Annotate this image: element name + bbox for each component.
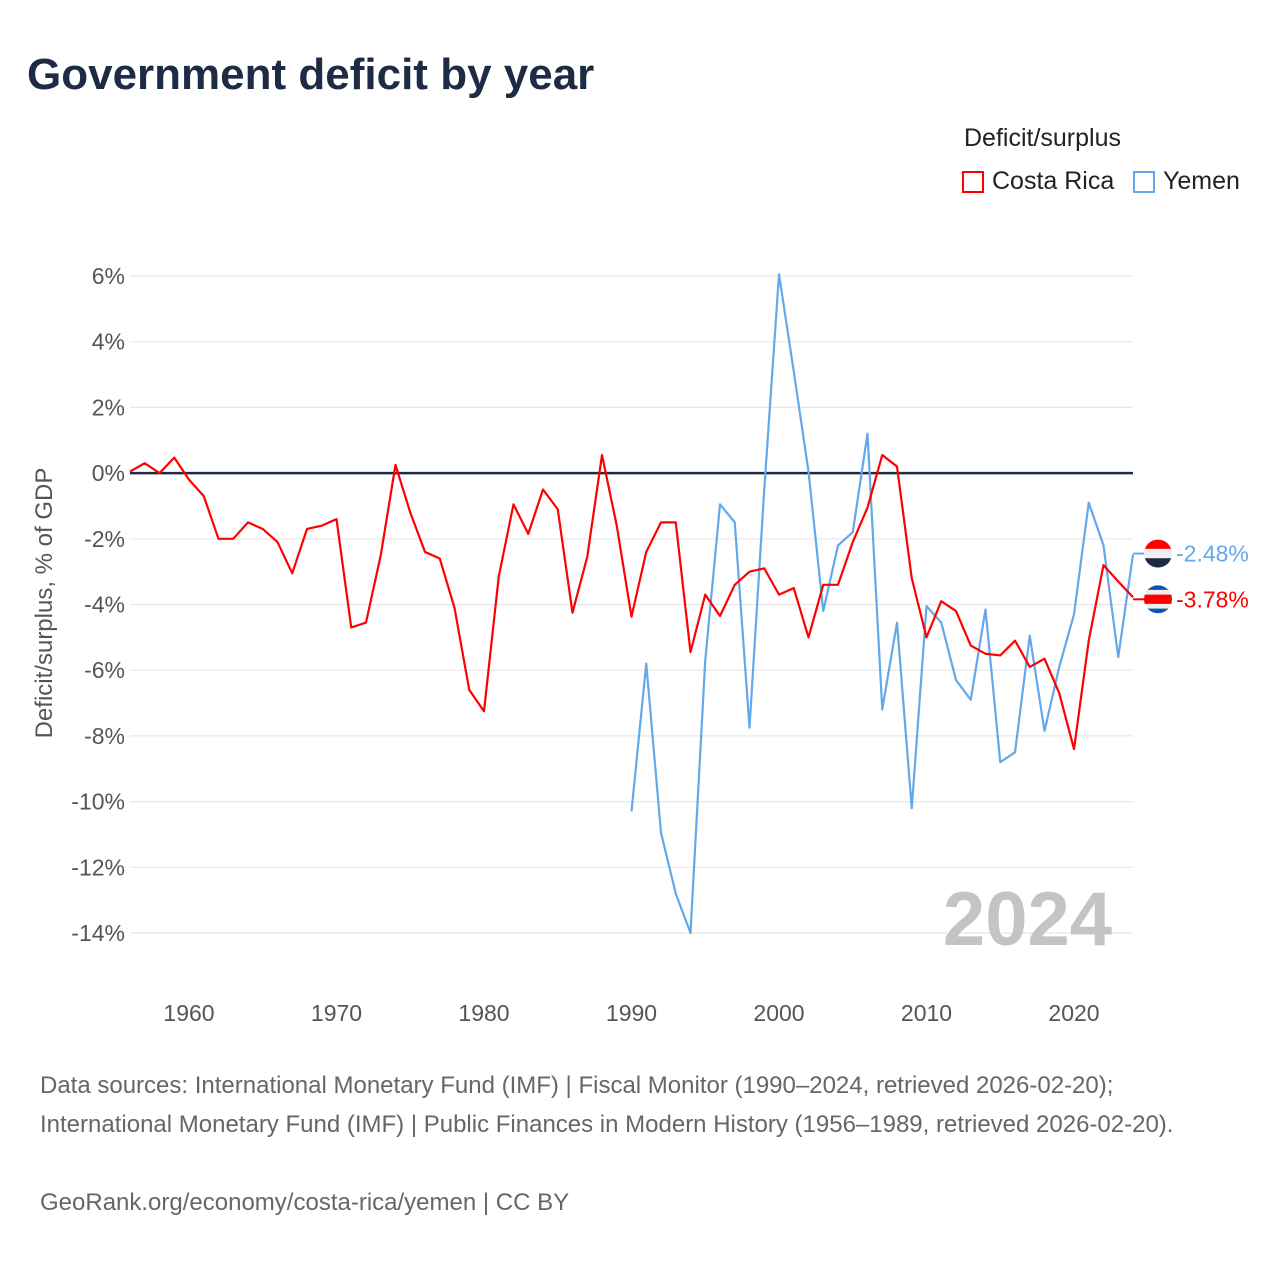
series-line-costa-rica: [129, 453, 1134, 751]
y-tick-label: 0%: [92, 460, 125, 486]
flag-stripe: [1144, 603, 1172, 609]
end-label-costa-rica: -3.78%: [1176, 586, 1249, 612]
data-sources: Data sources: International Monetary Fun…: [40, 1072, 1174, 1138]
y-tick-label: 6%: [92, 263, 125, 289]
flag-stripe: [1144, 585, 1172, 590]
x-tick-label: 2000: [753, 1000, 804, 1026]
y-tick-label: -12%: [71, 854, 125, 880]
flag-stripe: [1144, 539, 1172, 549]
y-tick-label: -2%: [84, 526, 125, 552]
costa-rica-flag-icon: [1144, 585, 1172, 614]
credit-link[interactable]: GeoRank.org/economy/costa-rica/yemen | C…: [40, 1189, 570, 1216]
y-axis-label: Deficit/surplus, % of GDP: [31, 468, 58, 739]
y-tick-label: -10%: [71, 789, 125, 815]
legend-item-yemen[interactable]: Yemen: [1133, 167, 1240, 196]
y-tick-label: 2%: [92, 394, 125, 420]
series-line-yemen: [630, 273, 1135, 935]
flag-stripe: [1144, 548, 1172, 559]
x-tick-label: 1960: [163, 1000, 214, 1026]
y-tick-label: -6%: [84, 657, 125, 683]
y-tick-label: 4%: [92, 329, 125, 355]
legend-swatch-costa-rica: [962, 170, 984, 193]
x-tick-label: 2020: [1048, 1000, 1099, 1026]
legend-title: Deficit/surplus: [964, 124, 1121, 152]
x-tick-label: 2010: [901, 1000, 952, 1026]
legend-label: Costa Rica: [992, 167, 1115, 195]
flag-stripe: [1144, 558, 1172, 568]
x-tick-label: 1980: [458, 1000, 509, 1026]
legend-label: Yemen: [1163, 167, 1240, 195]
legend-swatch-yemen: [1133, 170, 1155, 193]
flag-stripe: [1144, 594, 1172, 604]
x-tick-label: 1990: [606, 1000, 657, 1026]
x-tick-label: 1970: [311, 1000, 362, 1026]
legend-item-costa-rica[interactable]: Costa Rica: [962, 167, 1114, 196]
flag-stripe: [1144, 608, 1172, 614]
chart-title: Government deficit by year: [27, 50, 595, 99]
year-watermark: 2024: [943, 877, 1112, 962]
y-tick-label: -4%: [84, 592, 125, 618]
end-label-yemen: -2.48%: [1176, 541, 1249, 567]
yemen-flag-icon: [1144, 539, 1172, 568]
y-tick-label: -8%: [84, 723, 125, 749]
y-tick-label: -14%: [71, 920, 125, 946]
flag-stripe: [1144, 589, 1172, 595]
